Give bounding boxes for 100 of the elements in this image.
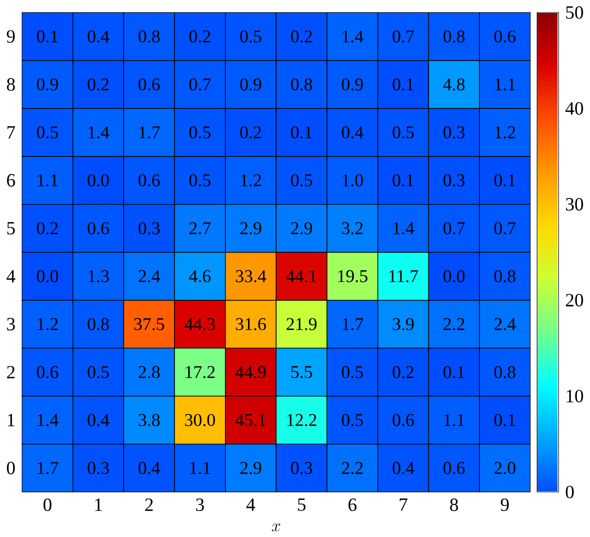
data-label: 1.7 <box>342 318 364 330</box>
data-label: 0.0 <box>88 174 109 186</box>
data-label: 3.9 <box>392 318 414 330</box>
color-bar-label: 30 <box>566 198 584 210</box>
data-label: 1.2 <box>241 174 261 186</box>
data-label: 1.1 <box>190 462 210 474</box>
data-label: 1.1 <box>38 174 58 186</box>
data-label: 1.4 <box>394 222 414 234</box>
data-label: 44.1 <box>286 270 316 282</box>
data-label: 1.7 <box>38 462 58 474</box>
data-label: 0.1 <box>392 78 414 90</box>
data-label: 0.1 <box>494 414 516 426</box>
data-label: 0.5 <box>342 366 363 378</box>
data-label: 1.7 <box>139 126 160 138</box>
data-label: 0.8 <box>444 30 465 42</box>
x-tick-label: 1 <box>95 498 102 511</box>
data-label: 19.5 <box>338 270 368 282</box>
color-bar-label: 20 <box>566 294 584 306</box>
data-label: 0.5 <box>88 366 109 378</box>
data-label: 2.4 <box>138 270 160 282</box>
data-label: 11.7 <box>389 270 418 282</box>
x-tick-label: 2 <box>145 498 153 511</box>
data-label: 0.7 <box>444 222 465 234</box>
y-tick-label: 7 <box>7 126 16 138</box>
data-label: 12.2 <box>287 414 316 426</box>
data-label: 0.3 <box>138 222 160 234</box>
data-label: 0.9 <box>342 78 363 90</box>
y-tick-label: 1 <box>8 414 14 426</box>
data-label: 17.2 <box>186 366 215 378</box>
data-label: 0.4 <box>88 30 110 42</box>
data-label: 44.9 <box>235 366 266 378</box>
x-tick-label: 3 <box>196 498 204 511</box>
data-label: 0.6 <box>138 174 160 186</box>
data-label: 5.5 <box>291 366 312 378</box>
data-label: 2.7 <box>190 222 211 234</box>
data-label: 0.9 <box>36 78 58 90</box>
data-label: 1.4 <box>88 126 110 138</box>
x-axis-title: $x$ <box>272 523 280 532</box>
data-label: 0.8 <box>494 270 516 282</box>
data-label: 0.5 <box>342 414 363 426</box>
data-label: 0.6 <box>138 78 160 90</box>
x-tick-label: 5 <box>298 498 306 511</box>
y-tick-label: 4 <box>6 270 16 282</box>
data-label: 3.2 <box>342 222 363 234</box>
data-label: 1.4 <box>38 414 58 426</box>
data-label: 0.2 <box>392 366 414 378</box>
x-tick-label: 0 <box>44 498 52 511</box>
data-label: 1.1 <box>495 78 516 90</box>
data-label: 4.6 <box>189 270 211 282</box>
data-label: 0.3 <box>444 174 465 186</box>
data-label: 0.7 <box>189 78 211 90</box>
data-label: 0.1 <box>36 30 58 42</box>
data-label: 1.4 <box>342 30 364 42</box>
data-label: 0.2 <box>36 222 58 234</box>
x-tick-label: 4 <box>246 498 256 511</box>
data-label: 0.1 <box>444 366 464 378</box>
data-label: 0.3 <box>444 126 465 138</box>
data-label: 2.2 <box>444 318 464 330</box>
y-tick-label: 6 <box>7 174 16 186</box>
data-label: 0.1 <box>392 174 414 186</box>
data-label: 21.9 <box>286 318 317 330</box>
data-label: 2.4 <box>494 318 516 330</box>
x-tick-label: 7 <box>400 498 408 510</box>
data-label: 0.6 <box>36 366 58 378</box>
data-label: 0.1 <box>291 126 312 138</box>
color-bar-label: 40 <box>565 102 584 114</box>
y-tick-label: 5 <box>7 222 15 234</box>
data-label: 1.0 <box>342 174 363 186</box>
data-label: 44.3 <box>184 318 215 330</box>
data-label: 0.0 <box>444 270 465 282</box>
color-bar-label: 0 <box>566 485 574 498</box>
y-tick-label: 0 <box>6 462 15 474</box>
data-label: 0.2 <box>240 126 261 138</box>
x-tick-label: 9 <box>500 498 509 511</box>
y-tick-label: 3 <box>7 318 15 330</box>
data-label: 0.8 <box>291 78 312 90</box>
data-label: 0.7 <box>494 222 516 234</box>
data-label: 4.8 <box>443 78 465 90</box>
data-label: 2.2 <box>342 462 363 474</box>
data-label: 0.8 <box>138 30 160 42</box>
data-label: 0.5 <box>189 174 210 186</box>
x-tick-label: 6 <box>348 498 357 511</box>
data-label: 1.3 <box>88 270 109 282</box>
data-label: 0.5 <box>189 126 210 138</box>
data-label: 0.3 <box>291 462 312 474</box>
data-label: 37.5 <box>134 318 164 330</box>
data-label: 0.6 <box>392 414 414 426</box>
data-label: 31.6 <box>236 318 266 330</box>
data-label: 0.6 <box>88 222 109 234</box>
data-label: 33.4 <box>236 270 266 282</box>
data-label: 1.1 <box>444 414 464 426</box>
data-label: 0.9 <box>240 78 262 90</box>
x-tick-label: 8 <box>450 498 458 511</box>
data-label: 0.5 <box>36 126 58 138</box>
data-label: 0.1 <box>494 174 516 186</box>
data-label: 45.1 <box>235 414 266 426</box>
data-label: 1.2 <box>495 126 516 138</box>
y-tick-label: 8 <box>6 78 15 90</box>
data-label: 3.8 <box>138 414 160 426</box>
data-label: 2.8 <box>138 366 160 378</box>
